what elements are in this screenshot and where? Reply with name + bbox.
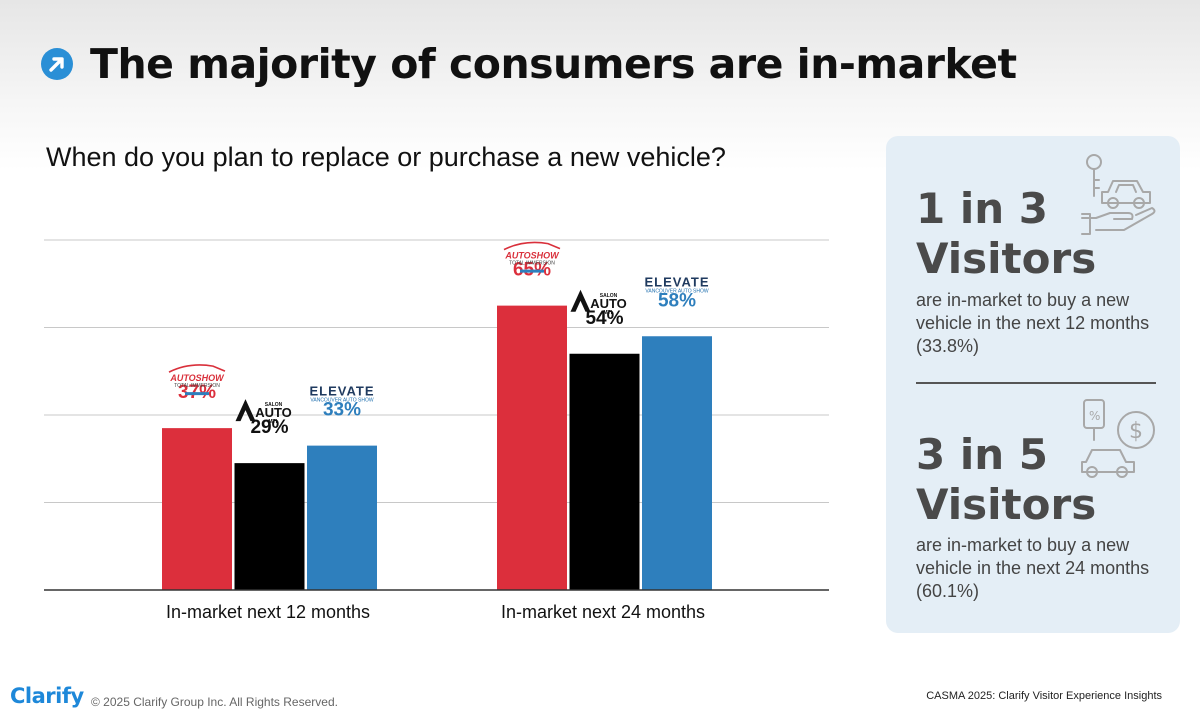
autoshow-logo-subtext: TOTAL IMMERSION: [509, 261, 555, 267]
salon-logo-top: SALON: [600, 293, 618, 299]
autoshow-logo-text: AUTOSHOW: [169, 373, 225, 383]
elevate-logo-text: ELEVATE: [644, 274, 709, 289]
stat-2-big-line2: Visitors: [916, 480, 1097, 529]
category-label: In-market next 24 months: [501, 602, 705, 622]
data-label: 29%: [250, 417, 288, 438]
chart-question: When do you plan to replace or purchase …: [46, 142, 726, 172]
elevate-logo-subtext: VANCOUVER AUTO SHOW: [310, 398, 373, 404]
stats-panel: 1 in 3 Visitors are in-market to buy a n…: [886, 136, 1180, 633]
category-label: In-market next 12 months: [166, 602, 370, 622]
data-label: 58%: [658, 290, 696, 311]
salon-logo-mid: AUTO: [255, 405, 292, 420]
autoshow-logo-bar: [185, 392, 209, 396]
car-price-tag-dollar-icon: % $: [1081, 399, 1155, 478]
stat-2-description: are in-market to buy a new vehicle in th…: [916, 535, 1150, 601]
stat-1-big-line2: Visitors: [916, 234, 1097, 283]
autoshow-logo-subtext: TOTAL IMMERSION: [174, 383, 220, 389]
autoshow-logo-text: AUTOSHOW: [504, 251, 560, 261]
salon-logo-bot: MTL: [603, 310, 613, 316]
svg-text:%: %: [1089, 409, 1100, 423]
stat-1-big-line1: 1 in 3: [916, 184, 1048, 233]
arrow-up-right-circle-icon: [41, 48, 73, 80]
panel-divider: [916, 382, 1156, 384]
car-key-hand-icon: [1081, 154, 1156, 235]
salon-auto-logo-mark: [235, 399, 256, 422]
bar-2-1: [234, 463, 305, 590]
bar-2-2: [569, 353, 640, 590]
autoshow-logo-swoosh: [503, 241, 561, 251]
elevate-logo-subtext: VANCOUVER AUTO SHOW: [645, 288, 708, 294]
salon-logo-bot: MTL: [268, 419, 278, 425]
data-label: 54%: [585, 308, 623, 329]
salon-auto-logo-mark: [570, 289, 591, 312]
title-row: The majority of consumers are in-market: [40, 40, 1017, 88]
svg-text:$: $: [1129, 419, 1143, 444]
bar-3-1: [307, 445, 377, 590]
elevate-logo-text: ELEVATE: [309, 384, 374, 399]
bar-1-1: [162, 428, 232, 590]
stat-2-big-line1: 3 in 5: [916, 430, 1048, 479]
autoshow-logo-bar: [520, 269, 544, 273]
autoshow-logo-swoosh: [168, 364, 226, 373]
data-label: 33%: [323, 400, 361, 421]
bar-1-2: [497, 305, 567, 590]
stat-1-description: are in-market to buy a new vehicle in th…: [916, 290, 1150, 356]
salon-logo-top: SALON: [265, 402, 283, 408]
bar-3-2: [642, 336, 712, 590]
copyright: © 2025 Clarify Group Inc. All Rights Res…: [91, 695, 338, 709]
page-title: The majority of consumers are in-market: [90, 40, 1017, 88]
salon-logo-mid: AUTO: [590, 296, 627, 311]
footnote: CASMA 2025: Clarify Visitor Experience I…: [926, 690, 1162, 702]
clarify-logo: Clarify: [10, 684, 84, 708]
